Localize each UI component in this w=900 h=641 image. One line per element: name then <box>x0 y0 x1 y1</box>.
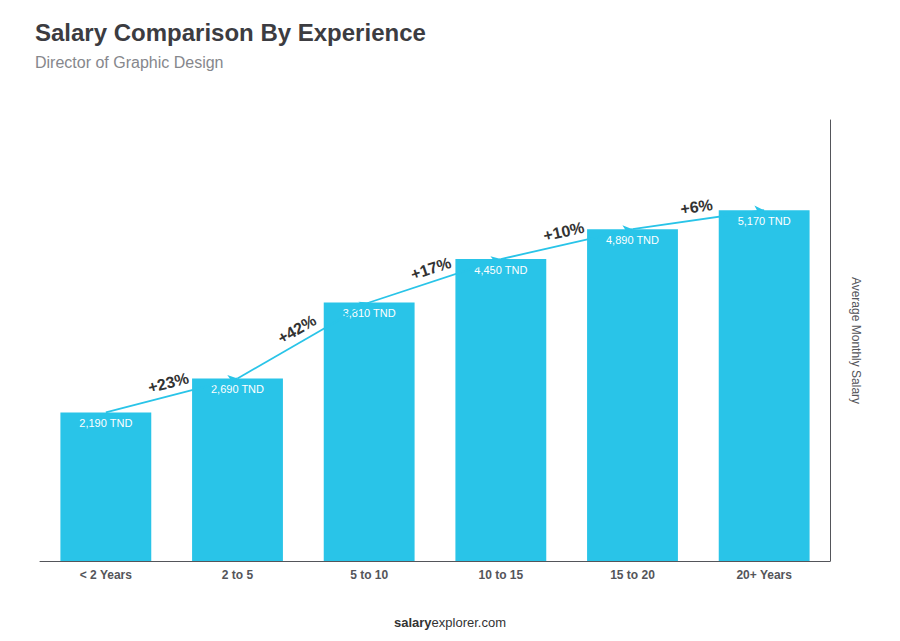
svg-text:+10%: +10% <box>542 219 586 245</box>
svg-text:explorer.com: explorer.com <box>432 615 506 630</box>
svg-text:+23%: +23% <box>146 369 190 396</box>
svg-text:Salary Comparison By Experienc: Salary Comparison By Experience <box>35 19 426 46</box>
svg-text:salary: salary <box>394 615 432 630</box>
svg-text:4,450 TND: 4,450 TND <box>474 263 528 276</box>
svg-text:3,810 TND: 3,810 TND <box>342 307 396 319</box>
svg-text:2,190 TND: 2,190 TND <box>79 417 132 429</box>
svg-text:5,170 TND: 5,170 TND <box>738 215 791 227</box>
svg-text:< 2 Years: < 2 Years <box>80 568 132 582</box>
svg-text:2,690 TND: 2,690 TND <box>211 383 264 395</box>
svg-text:Director of Graphic Design: Director of Graphic Design <box>35 54 224 71</box>
svg-text:+17%: +17% <box>409 254 454 283</box>
svg-text:4,890 TND: 4,890 TND <box>606 234 659 246</box>
svg-text:+42%: +42% <box>275 312 319 347</box>
svg-text:+6%: +6% <box>679 196 714 217</box>
svg-text:Average Monthly Salary: Average Monthly Salary <box>849 277 863 404</box>
svg-text:2 to 5: 2 to 5 <box>222 568 254 582</box>
svg-text:5 to 10: 5 to 10 <box>350 568 388 582</box>
svg-text:20+ Years: 20+ Years <box>736 568 792 582</box>
svg-text:10 to 15: 10 to 15 <box>478 568 523 582</box>
svg-text:15 to 20: 15 to 20 <box>610 568 655 582</box>
